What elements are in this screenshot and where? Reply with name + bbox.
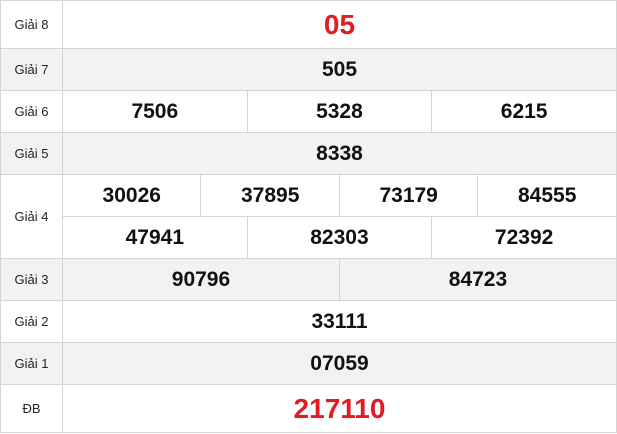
prize-number: 33111: [62, 300, 617, 343]
prize-number: 7506: [62, 90, 248, 133]
prize-number: 8338: [62, 132, 617, 175]
prize-number: 84723: [338, 258, 617, 301]
prize-label: Giải 8: [0, 0, 63, 49]
prize-number: 84555: [477, 174, 617, 217]
prize-label: Giải 2: [0, 300, 63, 343]
prize-number: 07059: [62, 342, 617, 385]
prize-row-2: Giải 2 33111: [0, 300, 617, 343]
prize-label: Giải 4: [0, 174, 63, 259]
prize-row-8: Giải 8 05: [0, 0, 617, 49]
prize-row-7: Giải 7 505: [0, 48, 617, 91]
prize-label: Giải 6: [0, 90, 63, 133]
prize-number: 73179: [338, 174, 479, 217]
prize-number: 5328: [246, 90, 433, 133]
prize-label: Giải 5: [0, 132, 63, 175]
prize-label: Giải 3: [0, 258, 63, 301]
prize-row-6: Giải 6 7506 5328 6215: [0, 90, 617, 133]
prize-number: 90796: [62, 258, 340, 301]
prize-label: Giải 1: [0, 342, 63, 385]
prize-number: 82303: [246, 216, 433, 259]
prize-row-1: Giải 1 07059: [0, 342, 617, 385]
prize-row-special: ĐB 217110: [0, 384, 617, 433]
prize-number: 37895: [200, 174, 340, 217]
prize-number: 47941: [62, 216, 248, 259]
prize-row-3: Giải 3 90796 84723: [0, 258, 617, 301]
prize-label: ĐB: [0, 384, 63, 433]
prize-row-5: Giải 5 8338: [0, 132, 617, 175]
prize-number: 30026: [61, 174, 202, 217]
prize-row-4b: 47941 82303 72392: [1, 216, 617, 259]
prize-number: 05: [62, 0, 617, 49]
prize-row-4: Giải 4 30026 37895 73179 84555: [0, 174, 617, 259]
special-prize-number: 217110: [62, 384, 617, 433]
prize-number: 72392: [431, 216, 617, 259]
prize-number: 6215: [431, 90, 617, 133]
prize-number: 505: [62, 48, 617, 91]
prize-label: Giải 7: [0, 48, 63, 91]
